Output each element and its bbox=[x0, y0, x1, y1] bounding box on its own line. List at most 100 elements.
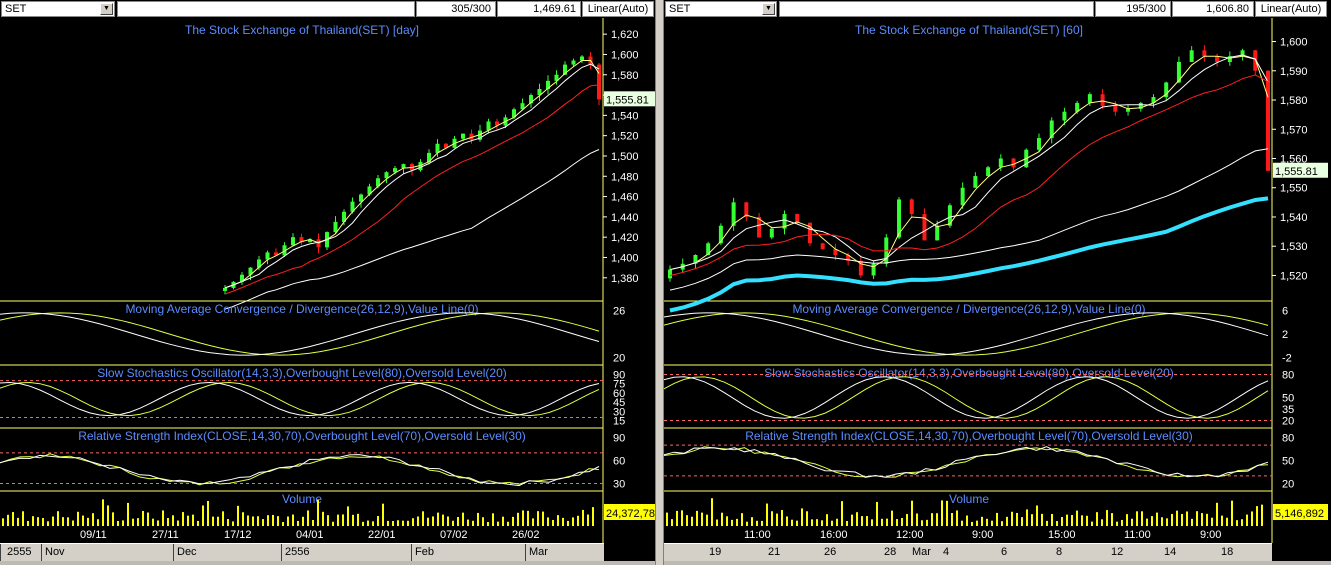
indicator-line bbox=[664, 312, 1269, 356]
indicator-tick-label: 20 bbox=[1282, 479, 1294, 491]
volume-bar bbox=[177, 520, 179, 526]
right-scale-mode[interactable]: Linear(Auto) bbox=[1255, 1, 1327, 17]
volume-bar bbox=[337, 514, 339, 526]
candle-body bbox=[393, 168, 397, 173]
left-date-sep bbox=[281, 544, 282, 562]
right-date-bar[interactable]: 19 21 26 28 Mar 4 6 8 12 14 18 bbox=[664, 543, 1272, 562]
volume-bar bbox=[1201, 513, 1203, 526]
volume-bar bbox=[172, 515, 174, 526]
candle-body bbox=[935, 225, 940, 241]
current-price-label: 1,555.81 bbox=[1275, 166, 1318, 178]
volume-bar bbox=[731, 519, 733, 526]
volume-bar bbox=[302, 516, 304, 526]
y-tick-label: 1,530 bbox=[1280, 241, 1308, 253]
volume-bar bbox=[1011, 511, 1013, 526]
right-day-label: 8 bbox=[1056, 546, 1063, 558]
volume-bar bbox=[756, 520, 758, 526]
volume-bar bbox=[457, 516, 459, 526]
indicator-tick-label: 60 bbox=[613, 388, 625, 400]
volume-bar bbox=[1231, 500, 1233, 526]
volume-bar bbox=[1126, 514, 1128, 526]
left-chart-canvas[interactable]: The Stock Exchange of Thailand(SET) [day… bbox=[0, 18, 655, 545]
volume-bar bbox=[751, 517, 753, 526]
ma-short-line bbox=[224, 63, 600, 289]
date-tick-label: 16:00 bbox=[820, 529, 848, 541]
volume-bar bbox=[1066, 514, 1068, 526]
volume-bar bbox=[332, 521, 334, 526]
volume-bar bbox=[1046, 520, 1048, 526]
volume-bar bbox=[1166, 518, 1168, 526]
right-scrollbar[interactable] bbox=[664, 561, 1331, 565]
volume-bar bbox=[102, 499, 104, 526]
indicator-tick-label: -2 bbox=[1282, 352, 1292, 364]
indicator-line bbox=[0, 312, 600, 356]
right-symbol-select[interactable]: SET ▼ bbox=[665, 1, 777, 17]
volume-bar bbox=[1141, 511, 1143, 526]
volume-bar bbox=[886, 518, 888, 526]
y-tick-label: 1,420 bbox=[611, 232, 639, 244]
right-bar-count: 195/300 bbox=[1095, 1, 1171, 17]
right-month-mar: Mar bbox=[912, 546, 931, 558]
volume-bar bbox=[62, 517, 64, 526]
volume-bar bbox=[452, 520, 454, 526]
volume-bar bbox=[492, 513, 494, 526]
volume-bar bbox=[901, 518, 903, 526]
candle-body bbox=[1138, 102, 1143, 109]
indicator-tick-label: 20 bbox=[1282, 416, 1294, 428]
volume-bar bbox=[322, 511, 324, 526]
candle-body bbox=[376, 178, 380, 187]
candle-body bbox=[282, 245, 287, 256]
volume-bar bbox=[107, 505, 109, 526]
left-symbol-value: SET bbox=[5, 3, 27, 15]
candle-body bbox=[359, 194, 363, 202]
right-chart-canvas[interactable]: The Stock Exchange of Thailand(SET) [60]… bbox=[664, 18, 1331, 545]
volume-bar bbox=[567, 520, 569, 526]
candle-body bbox=[274, 252, 278, 256]
volume-bar bbox=[1226, 517, 1228, 526]
indicator-tick-label: 35 bbox=[1282, 404, 1294, 416]
panel-splitter[interactable] bbox=[655, 0, 664, 565]
candle-body bbox=[597, 64, 601, 100]
volume-bar bbox=[52, 516, 54, 526]
candle-body bbox=[731, 202, 736, 226]
candle-body bbox=[1113, 105, 1118, 112]
volume-bar bbox=[497, 521, 499, 526]
left-scale-mode[interactable]: Linear(Auto) bbox=[582, 1, 654, 17]
y-tick-label: 1,620 bbox=[611, 29, 639, 41]
candle-body bbox=[1176, 62, 1181, 83]
volume-bar bbox=[1136, 511, 1138, 526]
volume-bar bbox=[1221, 515, 1223, 526]
volume-bar bbox=[67, 517, 69, 526]
indicator-title: Relative Strength Index(CLOSE,14,30,70),… bbox=[745, 429, 1193, 443]
left-date-bar[interactable]: 2555 Nov Dec 2556 Feb Mar bbox=[0, 543, 604, 562]
right-last-value: 1,606.80 bbox=[1172, 1, 1254, 17]
candle-body bbox=[580, 56, 584, 61]
right-chart-panel: SET ▼ 195/300 1,606.80 Linear(Auto) The … bbox=[664, 0, 1331, 565]
current-price-box bbox=[604, 91, 655, 107]
volume-bar bbox=[142, 510, 144, 526]
volume-bar bbox=[462, 512, 464, 526]
volume-bar bbox=[996, 512, 998, 526]
left-symbol-select[interactable]: SET ▼ bbox=[1, 1, 115, 17]
volume-bar bbox=[527, 510, 529, 526]
chevron-down-icon[interactable]: ▼ bbox=[100, 3, 113, 15]
volume-bar bbox=[47, 521, 49, 526]
candle-body bbox=[986, 167, 991, 177]
y-tick-label: 1,480 bbox=[611, 171, 639, 183]
volume-bar bbox=[706, 514, 708, 526]
volume-bar bbox=[587, 514, 589, 526]
y-tick-label: 1,520 bbox=[611, 131, 639, 143]
right-toolbar: SET ▼ 195/300 1,606.80 Linear(Auto) bbox=[664, 0, 1331, 18]
y-tick-label: 1,520 bbox=[1280, 270, 1308, 282]
volume-bar bbox=[127, 502, 129, 526]
volume-bar bbox=[861, 516, 863, 526]
left-year-2556: 2556 bbox=[285, 546, 310, 558]
ma-long-line bbox=[669, 196, 1269, 313]
left-scrollbar[interactable] bbox=[0, 561, 655, 565]
candle-body bbox=[998, 158, 1003, 168]
volume-bar bbox=[1006, 516, 1008, 526]
volume-bar bbox=[1021, 517, 1023, 526]
chevron-down-icon[interactable]: ▼ bbox=[762, 3, 775, 15]
volume-bar bbox=[82, 515, 84, 526]
volume-bar bbox=[137, 518, 139, 526]
